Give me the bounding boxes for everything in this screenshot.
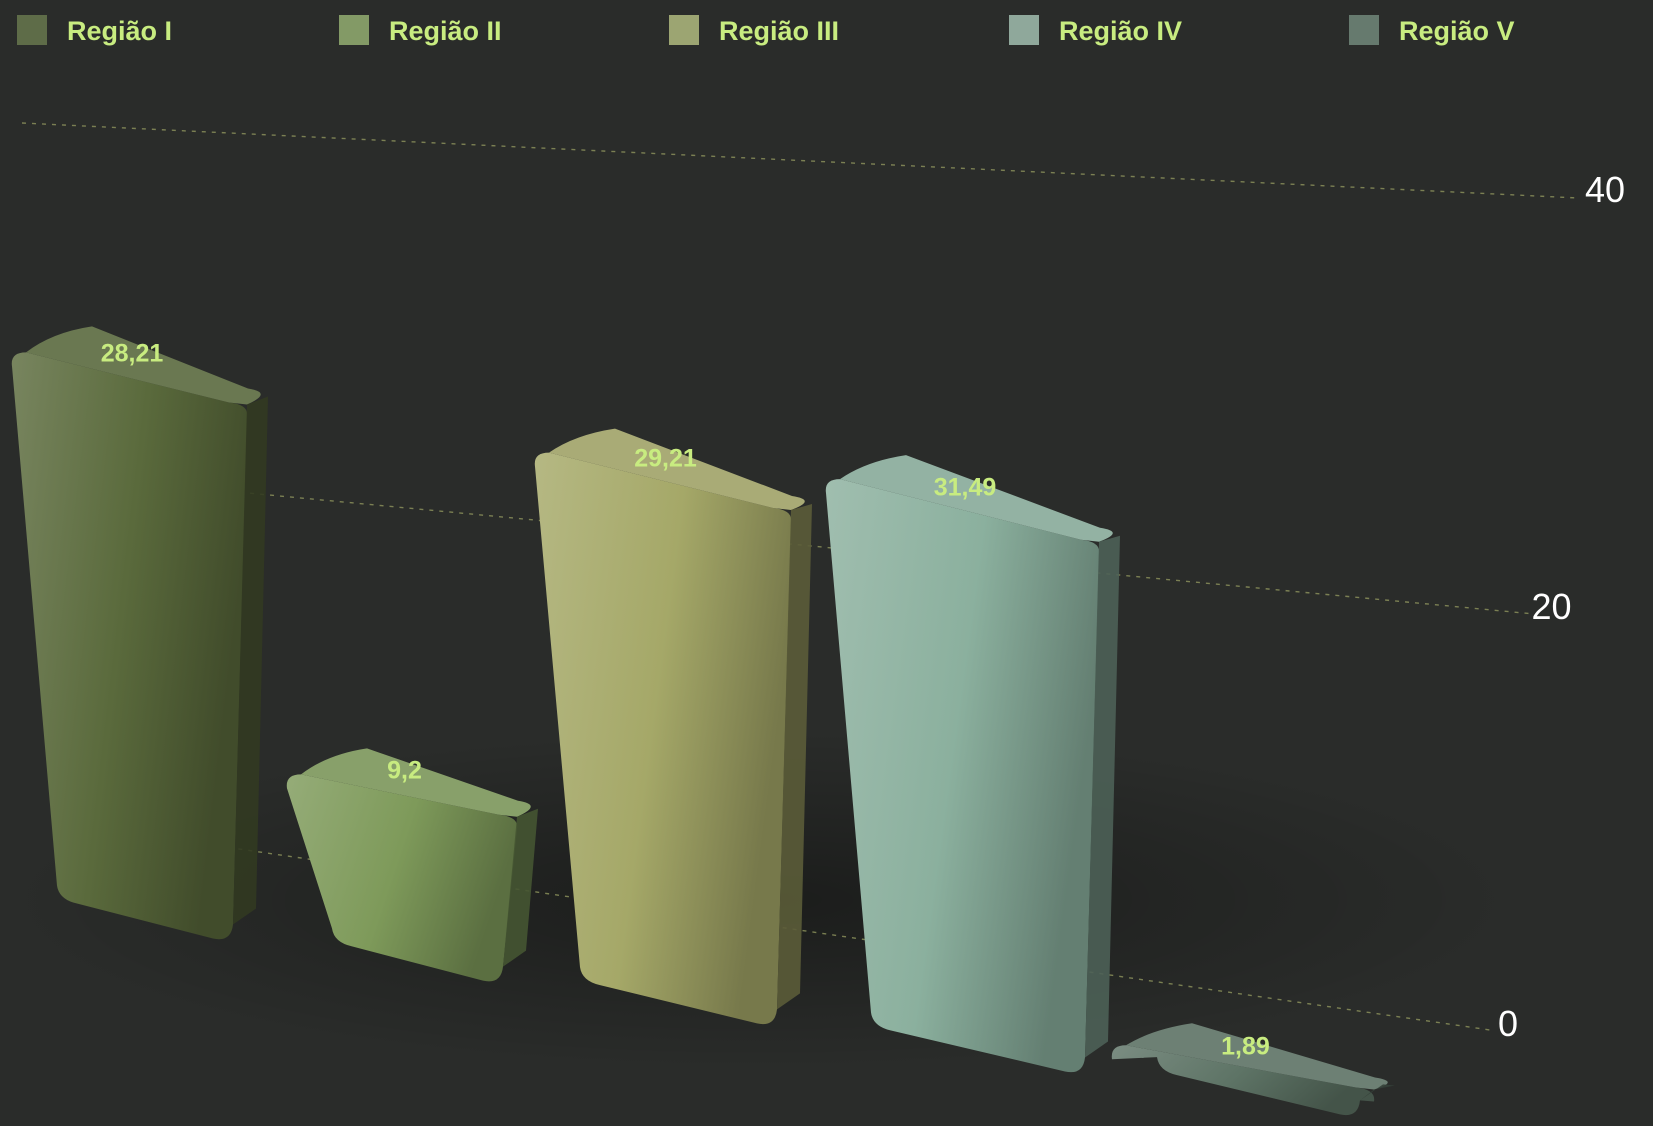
legend-swatch [1349,15,1379,45]
legend-label: Região I [67,16,172,46]
gridline-40 [21,122,1579,199]
legend-label: Região V [1399,16,1515,46]
gridline-20 [50,473,1535,615]
bar-top [840,455,1113,542]
bar-top [549,428,805,510]
bar-side [503,808,538,967]
legend-item-2: Região II [339,15,502,46]
bar-5 [1111,1023,1395,1116]
legend-swatch [17,15,47,45]
bar-side [1085,535,1120,1058]
data-label-3: 29,21 [634,444,697,472]
data-labels: 28,21 9,2 29,21 31,49 1,89 [101,339,1270,1060]
legend-item-5: Região V [1349,15,1515,46]
bar-face [1111,1045,1375,1116]
legend-label: Região III [719,16,839,46]
data-label-1: 28,21 [101,339,164,367]
bar-4 [825,455,1120,1073]
legend-label: Região II [389,16,502,46]
legend-item-3: Região III [669,15,839,46]
y-tick-label: 0 [1498,1003,1518,1044]
bar-top [301,748,531,817]
legend-swatch [669,15,699,45]
bar-face [825,479,1100,1073]
legend-swatch [339,15,369,45]
legend: Região I Região II Região III Região IV Regi… [17,15,1515,46]
bars [11,326,1395,1116]
data-label-2: 9,2 [387,757,422,785]
legend-item-4: Região IV [1009,15,1182,46]
data-label-4: 31,49 [934,473,997,501]
bar-side [233,396,268,925]
bar-3 [534,428,812,1025]
y-tick-label: 40 [1585,169,1625,210]
bar-side [777,503,812,1010]
bar-top [26,326,261,405]
legend-item-1: Região I [17,15,172,46]
bar-2 [286,748,538,982]
bar-face [534,452,792,1025]
legend-label: Região IV [1059,16,1182,46]
bar-face [11,352,248,940]
bar-1 [11,326,268,940]
bar-face [286,774,518,982]
bar-top [1126,1023,1388,1090]
bar-side [1360,1084,1395,1101]
y-tick-label: 20 [1531,586,1571,627]
legend-swatch [1009,15,1039,45]
data-label-5: 1,89 [1221,1032,1270,1060]
y-axis: 0 20 40 [1498,169,1625,1044]
